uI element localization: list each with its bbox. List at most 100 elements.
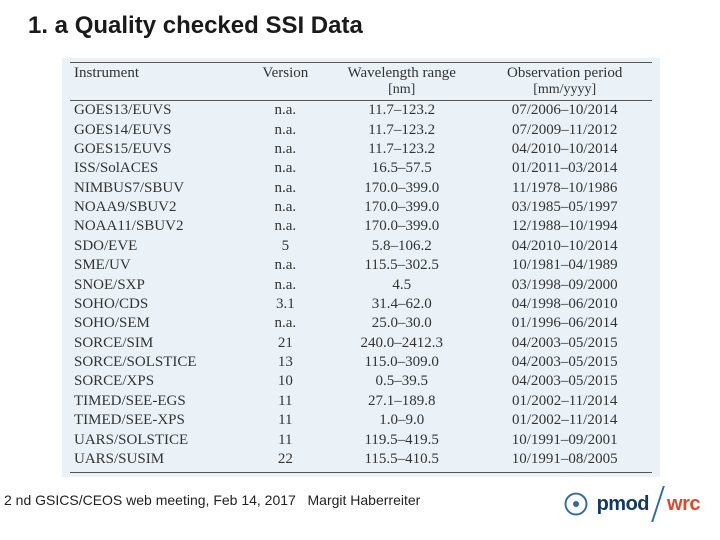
col-header-wavelength: Wavelength range bbox=[326, 63, 477, 83]
table-cell: SOHO/SEM bbox=[70, 314, 245, 333]
table-row: UARS/SOLSTICE11119.5–419.510/1991–09/200… bbox=[70, 430, 652, 449]
table-cell: n.a. bbox=[245, 140, 326, 159]
table-cell: 11/1978–10/1986 bbox=[477, 179, 652, 198]
table-cell: TIMED/SEE-EGS bbox=[70, 392, 245, 411]
table-cell: 11 bbox=[245, 392, 326, 411]
pmod-wrc-logo: pmod wrc bbox=[561, 486, 700, 522]
table-cell: 11.7–123.2 bbox=[326, 101, 477, 121]
table-cell: 27.1–189.8 bbox=[326, 392, 477, 411]
col-subheader-1 bbox=[245, 82, 326, 101]
table-cell: n.a. bbox=[245, 314, 326, 333]
table-cell: 11 bbox=[245, 411, 326, 430]
table-cell: GOES13/EUVS bbox=[70, 101, 245, 121]
table-row: SNOE/SXPn.a.4.503/1998–09/2000 bbox=[70, 275, 652, 294]
table-cell: 3.1 bbox=[245, 295, 326, 314]
table-cell: UARS/SUSIM bbox=[70, 450, 245, 473]
table-cell: SOHO/CDS bbox=[70, 295, 245, 314]
table-cell: n.a. bbox=[245, 101, 326, 121]
table-cell: 10 bbox=[245, 372, 326, 391]
table-cell: 5 bbox=[245, 237, 326, 256]
table-cell: 16.5–57.5 bbox=[326, 159, 477, 178]
table-cell: n.a. bbox=[245, 256, 326, 275]
table-cell: NOAA9/SBUV2 bbox=[70, 198, 245, 217]
col-header-obsperiod: Observation period bbox=[477, 63, 652, 83]
table-row: SORCE/XPS100.5–39.504/2003–05/2015 bbox=[70, 372, 652, 391]
table-cell: 01/2011–03/2014 bbox=[477, 159, 652, 178]
table-cell: 07/2006–10/2014 bbox=[477, 101, 652, 121]
table-cell: 04/1998–06/2010 bbox=[477, 295, 652, 314]
table-row: GOES13/EUVSn.a.11.7–123.207/2006–10/2014 bbox=[70, 101, 652, 121]
table-row: SOHO/CDS3.131.4–62.004/1998–06/2010 bbox=[70, 295, 652, 314]
table-row: NIMBUS7/SBUVn.a.170.0–399.011/1978–10/19… bbox=[70, 179, 652, 198]
table-cell: 03/1998–09/2000 bbox=[477, 275, 652, 294]
table-cell: 170.0–399.0 bbox=[326, 217, 477, 236]
table-body: GOES13/EUVSn.a.11.7–123.207/2006–10/2014… bbox=[70, 101, 652, 473]
table-cell: UARS/SOLSTICE bbox=[70, 430, 245, 449]
table-row: ISS/SolACESn.a.16.5–57.501/2011–03/2014 bbox=[70, 159, 652, 178]
table-cell: 115.5–302.5 bbox=[326, 256, 477, 275]
table-cell: 115.0–309.0 bbox=[326, 353, 477, 372]
slide-title: 1. a Quality checked SSI Data bbox=[28, 12, 363, 40]
table-cell: 04/2003–05/2015 bbox=[477, 334, 652, 353]
col-subheader-3: [mm/yyyy] bbox=[477, 82, 652, 101]
table-cell: 1.0–9.0 bbox=[326, 411, 477, 430]
col-header-version: Version bbox=[245, 63, 326, 83]
logo-separator bbox=[651, 486, 665, 522]
table-cell: n.a. bbox=[245, 275, 326, 294]
table-cell: 01/1996–06/2014 bbox=[477, 314, 652, 333]
logo-wrc-text: wrc bbox=[667, 493, 700, 516]
table-cell: NIMBUS7/SBUV bbox=[70, 179, 245, 198]
table-cell: 10/1981–04/1989 bbox=[477, 256, 652, 275]
table-cell: GOES14/EUVS bbox=[70, 120, 245, 139]
table-cell: 5.8–106.2 bbox=[326, 237, 477, 256]
table-cell: 22 bbox=[245, 450, 326, 473]
table-cell: SORCE/XPS bbox=[70, 372, 245, 391]
table-row: UARS/SUSIM22115.5–410.510/1991–08/2005 bbox=[70, 450, 652, 473]
table-cell: 170.0–399.0 bbox=[326, 179, 477, 198]
table-cell: 07/2009–11/2012 bbox=[477, 120, 652, 139]
table-cell: 11.7–123.2 bbox=[326, 140, 477, 159]
table-cell: 170.0–399.0 bbox=[326, 198, 477, 217]
table-row: GOES14/EUVSn.a.11.7–123.207/2009–11/2012 bbox=[70, 120, 652, 139]
table-cell: 0.5–39.5 bbox=[326, 372, 477, 391]
table-cell: 11 bbox=[245, 430, 326, 449]
table-cell: 04/2003–05/2015 bbox=[477, 372, 652, 391]
table-cell: 10/1991–08/2005 bbox=[477, 450, 652, 473]
table-row: SDO/EVE55.8–106.204/2010–10/2014 bbox=[70, 237, 652, 256]
table-row: NOAA9/SBUV2n.a.170.0–399.003/1985–05/199… bbox=[70, 198, 652, 217]
table-cell: SORCE/SIM bbox=[70, 334, 245, 353]
table-cell: 04/2010–10/2014 bbox=[477, 237, 652, 256]
table-cell: GOES15/EUVS bbox=[70, 140, 245, 159]
table-cell: n.a. bbox=[245, 198, 326, 217]
table-row: TIMED/SEE-EGS1127.1–189.801/2002–11/2014 bbox=[70, 392, 652, 411]
slide-footer: 2 nd GSICS/CEOS web meeting, Feb 14, 201… bbox=[0, 478, 720, 522]
table-cell: 04/2003–05/2015 bbox=[477, 353, 652, 372]
table-cell: 25.0–30.0 bbox=[326, 314, 477, 333]
ssi-data-table-container: Instrument Version Wavelength range Obse… bbox=[62, 58, 660, 477]
table-cell: SDO/EVE bbox=[70, 237, 245, 256]
table-cell: SORCE/SOLSTICE bbox=[70, 353, 245, 372]
logo-pmod-text: pmod bbox=[597, 493, 649, 516]
col-subheader-2: [nm] bbox=[326, 82, 477, 101]
table-row: TIMED/SEE-XPS111.0–9.001/2002–11/2014 bbox=[70, 411, 652, 430]
table-row: GOES15/EUVSn.a.11.7–123.204/2010–10/2014 bbox=[70, 140, 652, 159]
col-header-instrument: Instrument bbox=[70, 63, 245, 83]
table-cell: 11.7–123.2 bbox=[326, 120, 477, 139]
table-cell: SME/UV bbox=[70, 256, 245, 275]
table-cell: 4.5 bbox=[326, 275, 477, 294]
table-cell: n.a. bbox=[245, 217, 326, 236]
table-row: SORCE/SOLSTICE13115.0–309.004/2003–05/20… bbox=[70, 353, 652, 372]
table-cell: 12/1988–10/1994 bbox=[477, 217, 652, 236]
table-row: NOAA11/SBUV2n.a.170.0–399.012/1988–10/19… bbox=[70, 217, 652, 236]
table-cell: 240.0–2412.3 bbox=[326, 334, 477, 353]
table-cell: NOAA11/SBUV2 bbox=[70, 217, 245, 236]
table-cell: TIMED/SEE-XPS bbox=[70, 411, 245, 430]
table-cell: 04/2010–10/2014 bbox=[477, 140, 652, 159]
ssi-data-table: Instrument Version Wavelength range Obse… bbox=[70, 62, 652, 473]
table-cell: 119.5–419.5 bbox=[326, 430, 477, 449]
table-cell: n.a. bbox=[245, 159, 326, 178]
table-row: SOHO/SEMn.a.25.0–30.001/1996–06/2014 bbox=[70, 314, 652, 333]
table-cell: 01/2002–11/2014 bbox=[477, 411, 652, 430]
col-subheader-0 bbox=[70, 82, 245, 101]
table-cell: n.a. bbox=[245, 120, 326, 139]
